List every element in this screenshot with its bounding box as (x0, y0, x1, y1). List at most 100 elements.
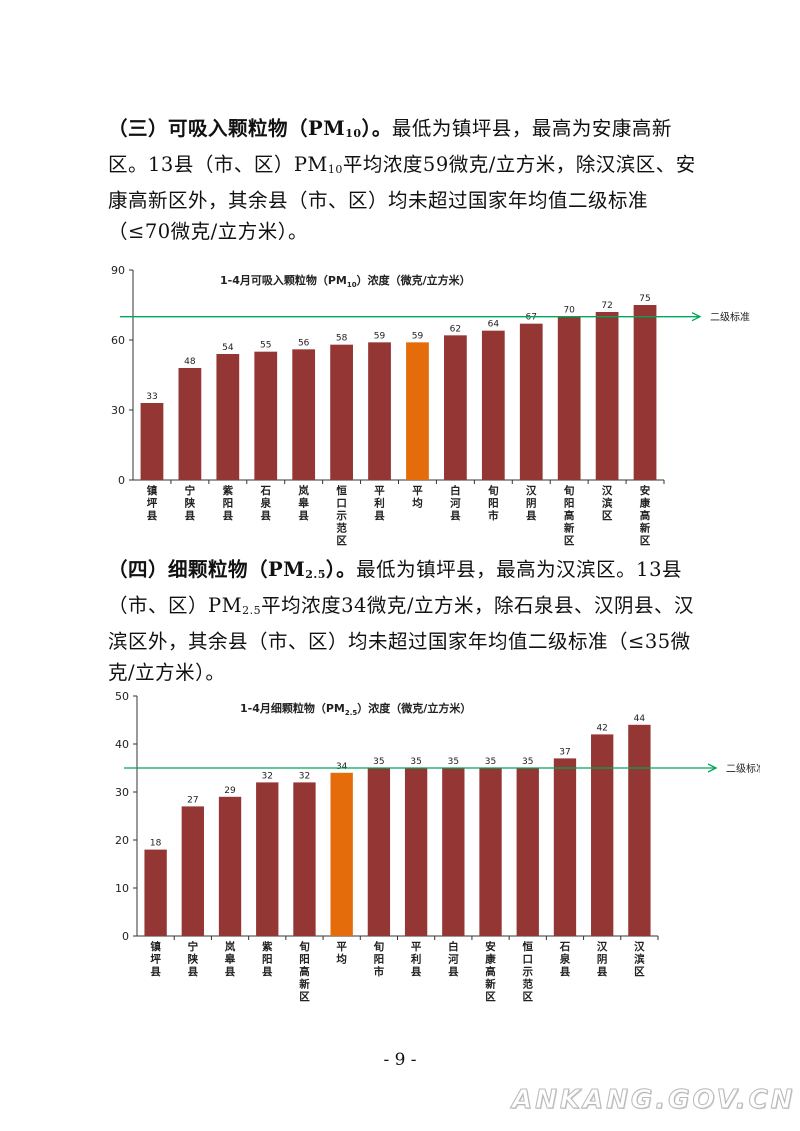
bar (557, 316, 581, 480)
chart-title: 1-4月细颗粒物（PM2.5）浓度（微克/立方米） (240, 701, 471, 717)
x-tick-label: 紫阳县 (223, 484, 234, 522)
data-label: 33 (146, 392, 157, 402)
x-tick-label: 岚皋县 (224, 940, 236, 978)
bar (481, 330, 505, 480)
x-tick-label: 恒口示范区 (523, 940, 534, 1003)
x-tick-label: 白河县 (448, 940, 459, 978)
data-label: 35 (410, 757, 421, 767)
x-tick-label: 汉阴县 (526, 484, 537, 522)
data-label: 55 (260, 341, 271, 351)
data-label: 35 (448, 757, 459, 767)
bar (254, 351, 278, 480)
data-label: 35 (485, 757, 496, 767)
data-label: 54 (222, 343, 234, 353)
section4-heading: （四）细颗粒物（PM2.5）。 (108, 558, 357, 581)
data-label: 29 (224, 786, 236, 796)
bar (144, 849, 167, 936)
bar (591, 734, 614, 936)
x-tick-label: 平均 (412, 485, 423, 510)
y-tick-label: 60 (111, 334, 125, 347)
data-label: 37 (559, 747, 570, 757)
x-tick-label: 汉滨区 (602, 484, 613, 522)
x-tick-label: 紫阳县 (262, 940, 273, 978)
bar (595, 312, 619, 480)
reference-line-label: 二级标准 (726, 763, 760, 775)
x-tick-label: 恒口示范区 (336, 484, 347, 547)
y-tick-label: 10 (115, 882, 129, 895)
bar (444, 335, 467, 480)
data-label: 34 (336, 762, 348, 772)
y-tick-label: 0 (118, 474, 125, 487)
section3-paragraph: （三）可吸入颗粒物（PM10）。最低为镇坪县，最高为安康高新区。13县（市、区）… (108, 117, 696, 243)
bar (628, 724, 651, 936)
bar (442, 768, 465, 936)
bar (178, 368, 202, 480)
chart-title: 1-4月可吸入颗粒物（PM10）浓度（微克/立方米） (220, 273, 471, 289)
reference-arrow (707, 763, 718, 773)
reference-line-label: 二级标准 (710, 312, 750, 324)
y-tick-label: 20 (115, 834, 129, 847)
data-label: 35 (373, 757, 384, 767)
x-tick-label: 平利县 (411, 941, 422, 978)
bar (553, 758, 577, 936)
bar (293, 782, 316, 936)
bar (218, 796, 242, 936)
bar (633, 305, 657, 480)
data-label: 67 (526, 313, 537, 323)
x-tick-label: 宁陕县 (185, 484, 196, 522)
data-label: 72 (601, 301, 612, 311)
x-tick-label: 安康高新区 (485, 940, 496, 1003)
bar (140, 403, 164, 480)
section4-paragraph: （四）细颗粒物（PM2.5）。最低为镇坪县，最高为汉滨区。13县（市、区）PM2… (108, 558, 694, 684)
bar (330, 772, 353, 936)
x-tick-label: 旬阳高新区 (563, 484, 575, 547)
data-label: 64 (488, 320, 500, 330)
data-label: 35 (522, 757, 533, 767)
data-label: 62 (450, 324, 461, 334)
x-tick-label: 汉滨区 (634, 940, 645, 978)
y-tick-label: 90 (111, 264, 125, 277)
data-label: 42 (596, 723, 607, 733)
page-number: - 9 - (383, 1050, 417, 1070)
watermark-logo: ANKANG.GOV.CN (511, 1085, 796, 1116)
x-tick-label: 石泉县 (260, 485, 272, 522)
data-label: 59 (374, 331, 386, 341)
section3-heading: （三）可吸入颗粒物（PM10）。 (108, 117, 392, 140)
bar (256, 782, 279, 936)
x-tick-label: 白河县 (450, 484, 461, 522)
data-label: 58 (336, 334, 348, 344)
data-label: 56 (298, 338, 310, 348)
y-tick-label: 30 (115, 786, 129, 799)
x-tick-label: 汉阴县 (597, 940, 608, 978)
x-tick-label: 旬阳高新区 (298, 940, 310, 1003)
bar (292, 349, 316, 480)
x-tick-label: 平均 (336, 941, 347, 966)
data-label: 27 (187, 795, 198, 805)
bar (181, 806, 204, 936)
pm25-bar-chart: 1-4月细颗粒物（PM2.5）浓度（微克/立方米） 0 10 20 30 40 50 18 镇坪… (100, 688, 766, 1008)
x-tick-label: 岚皋县 (297, 484, 309, 522)
x-tick-label: 旬阳市 (373, 940, 385, 978)
x-tick-label: 旬阳市 (487, 484, 499, 522)
bar (216, 354, 240, 480)
data-label: 59 (412, 331, 424, 341)
bar (368, 342, 391, 480)
data-label: 44 (634, 714, 646, 724)
data-label: 32 (299, 771, 310, 781)
data-label: 18 (150, 839, 162, 849)
y-tick-label: 50 (115, 690, 129, 703)
x-tick-label: 石泉县 (559, 941, 571, 978)
y-tick-label: 0 (122, 930, 129, 943)
x-tick-label: 镇坪县 (150, 940, 161, 978)
bar (367, 768, 391, 936)
x-tick-label: 安康高新区 (640, 484, 651, 547)
x-tick-label: 平利县 (374, 485, 385, 522)
data-label: 75 (639, 294, 650, 304)
bar (404, 768, 428, 936)
x-tick-label: 镇坪县 (147, 484, 158, 522)
x-tick-label: 宁陕县 (188, 940, 199, 978)
y-tick-label: 40 (115, 738, 129, 751)
reference-arrow (691, 312, 702, 322)
bar (479, 768, 502, 936)
bar (519, 323, 543, 480)
